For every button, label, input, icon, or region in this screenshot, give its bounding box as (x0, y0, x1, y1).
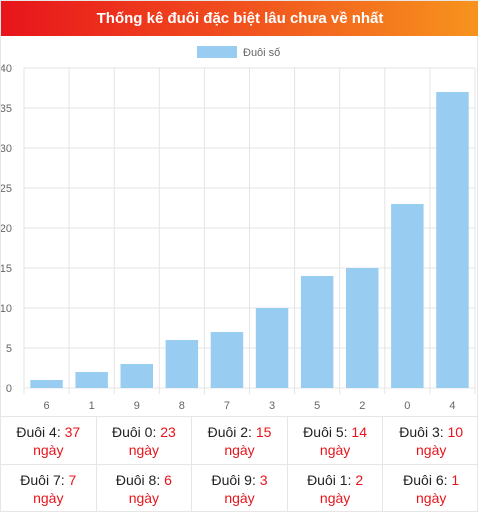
x-tick-label: 0 (404, 400, 410, 412)
stat-cell: Đuôi 2: 15 ngày (192, 417, 288, 465)
stat-unit: ngày (416, 490, 447, 506)
stat-label: Đuôi 9: (211, 472, 256, 488)
stat-cell: Đuôi 5: 14 ngày (287, 417, 384, 465)
stats-grid: Đuôi 4: 37 ngày Đuôi 0: 23 ngày Đuôi 2: 15… (1, 416, 478, 512)
stat-value: 3 (259, 472, 268, 488)
bar (30, 380, 63, 388)
legend-label: Đuôi số (243, 47, 280, 59)
stat-cell: Đuôi 4: 37 ngày (1, 417, 97, 465)
stat-value: 2 (355, 472, 364, 488)
stat-unit: ngày (128, 441, 160, 458)
stat-unit: ngày (224, 490, 255, 506)
chart-title: Thống kê đuôi đặc biệt lâu chưa về nhất (1, 1, 478, 36)
stat-unit: ngày (416, 441, 447, 458)
stat-label: Đuôi 2: (207, 423, 252, 440)
stat-label: Đuôi 6: (403, 472, 448, 488)
bar (391, 204, 424, 388)
stat-label: Đuôi 4: (16, 423, 61, 440)
y-tick-label: 10 (1, 303, 12, 315)
y-tick-label: 20 (1, 223, 12, 235)
x-tick-label: 1 (89, 400, 95, 412)
bar (346, 268, 379, 388)
stat-unit: ngày (319, 441, 351, 458)
stat-cell: Đuôi 6: 1 ngày (383, 465, 478, 512)
bar (165, 340, 199, 388)
stat-value: 10 (447, 423, 464, 440)
x-tick-label: 3 (269, 400, 275, 412)
bar (75, 372, 108, 388)
y-tick-label: 15 (1, 263, 12, 275)
stat-value: 15 (255, 423, 272, 440)
x-tick-label: 7 (224, 400, 230, 412)
stat-cell: Đuôi 8: 6 ngày (97, 465, 193, 512)
stat-label: Đuôi 7: (20, 472, 65, 488)
y-tick-label: 0 (6, 383, 12, 395)
stat-cell: Đuôi 3: 10 ngày (383, 417, 478, 465)
stat-unit: ngày (224, 441, 255, 458)
stat-unit: ngày (128, 490, 160, 506)
bar (255, 308, 289, 388)
bar (120, 364, 153, 388)
stat-unit: ngày (33, 490, 64, 506)
stat-unit: ngày (33, 441, 64, 458)
stat-value: 1 (451, 472, 460, 488)
y-tick-label: 5 (6, 343, 12, 355)
stat-cell: Đuôi 1: 2 ngày (288, 465, 384, 512)
x-tick-label: 9 (134, 400, 140, 412)
stat-value: 23 (160, 423, 176, 440)
stat-label: Đuôi 8: (115, 472, 161, 488)
y-tick-label: 40 (1, 63, 12, 75)
stat-cell: Đuôi 7: 7 ngày (1, 465, 97, 512)
x-tick-label: 5 (314, 400, 320, 412)
y-tick-label: 30 (1, 143, 12, 155)
stat-value: 6 (164, 472, 172, 488)
bar (436, 92, 469, 388)
stat-label: Đuôi 3: (399, 423, 444, 440)
stat-label: Đuôi 1: (307, 472, 352, 488)
stat-unit: ngày (319, 490, 351, 506)
y-tick-label: 25 (1, 183, 12, 195)
x-tick-label: 4 (449, 400, 455, 412)
x-tick-label: 8 (179, 400, 185, 412)
stat-cell: Đuôi 0: 23 ngày (96, 417, 193, 465)
y-tick-label: 35 (1, 103, 12, 115)
bar (300, 276, 334, 388)
stat-value: 14 (351, 423, 367, 440)
x-tick-label: 6 (43, 400, 49, 412)
stat-label: Đuôi 5: (303, 423, 348, 440)
stat-value: 7 (68, 472, 77, 488)
stat-value: 37 (64, 423, 81, 440)
stat-label: Đuôi 0: (111, 423, 157, 440)
legend-swatch (197, 46, 237, 58)
stat-cell: Đuôi 9: 3 ngày (192, 465, 288, 512)
bar (210, 332, 244, 388)
x-tick-label: 2 (359, 400, 365, 412)
